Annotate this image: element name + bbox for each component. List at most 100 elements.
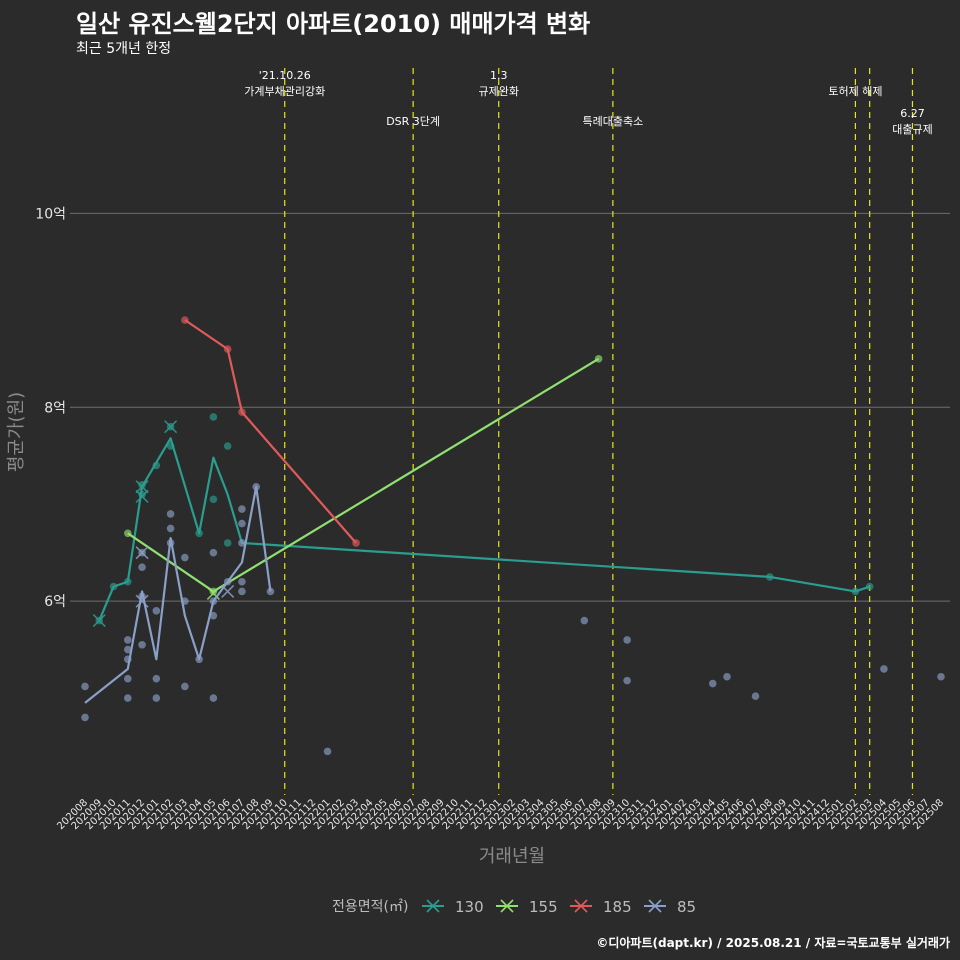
data-point — [708, 679, 717, 688]
series-185 — [181, 316, 360, 547]
data-point — [623, 676, 631, 685]
data-point — [152, 694, 161, 702]
cross-marker — [135, 480, 149, 494]
legend: 전용면적(㎡) 130 155 185 85 — [332, 898, 696, 916]
series-85 — [81, 482, 945, 756]
data-point — [751, 692, 760, 700]
legend-swatch-cross — [648, 899, 662, 913]
data-point — [223, 577, 232, 586]
data-point — [195, 655, 203, 664]
data-point — [152, 461, 161, 470]
series-line — [127, 357, 600, 593]
data-point — [223, 345, 232, 353]
chart-title: 일산 유진스웰2단지 아파트(2010) 매매가격 변화 — [76, 10, 591, 38]
data-point — [209, 413, 218, 421]
data-point — [138, 563, 146, 572]
series-155 — [124, 355, 603, 600]
data-point — [124, 577, 132, 586]
data-point — [238, 577, 246, 586]
data-point — [238, 505, 246, 513]
grid-layer — [70, 212, 950, 602]
data-point — [124, 636, 132, 644]
y-tick-label: 6억 — [44, 594, 66, 610]
data-point — [594, 355, 603, 363]
x-axis-label: 거래년월 — [479, 846, 545, 867]
cross-marker — [221, 584, 235, 599]
legend-swatch-cross — [574, 899, 588, 913]
legend-label: 85 — [677, 898, 696, 916]
data-point — [152, 674, 161, 683]
event-label: '21.10.26 — [259, 69, 311, 82]
chart-caption: ©디아파트(dapt.kr) / 2025.08.21 / 자료=국토교통부 실… — [596, 936, 950, 950]
legend-label: 185 — [603, 898, 632, 916]
event-label: 대출규제 — [892, 123, 932, 136]
event-label: 특례대출축소 — [582, 115, 643, 128]
legend-title: 전용면적(㎡) — [332, 899, 408, 915]
event-label: 토허제 해제 — [828, 84, 882, 98]
data-point — [181, 316, 189, 324]
legend-label: 155 — [529, 898, 558, 916]
data-point — [81, 682, 89, 691]
data-point — [109, 582, 118, 591]
legend-item-155: 155 — [496, 898, 558, 916]
data-point — [181, 682, 189, 691]
legend-item-185: 185 — [570, 898, 632, 916]
series-layer — [81, 316, 945, 756]
legend-item-130: 130 — [422, 898, 484, 916]
data-point — [880, 665, 888, 673]
data-point — [209, 597, 218, 605]
data-point — [209, 694, 218, 702]
data-point — [723, 672, 731, 681]
data-point — [851, 587, 860, 596]
data-point — [352, 539, 360, 547]
data-point — [209, 548, 218, 557]
event-label: 1.3 — [490, 69, 508, 82]
cross-marker — [135, 594, 149, 608]
data-point — [865, 582, 874, 591]
data-point — [166, 539, 175, 547]
data-point — [252, 482, 260, 491]
data-point — [223, 539, 232, 547]
data-point — [166, 442, 175, 450]
data-point — [323, 747, 332, 756]
data-point — [81, 713, 89, 722]
legend-label: 130 — [455, 898, 484, 916]
legend-item-85: 85 — [644, 898, 696, 916]
data-point — [266, 587, 275, 596]
y-tick-label: 8억 — [44, 400, 66, 416]
data-point — [209, 587, 218, 596]
data-point — [124, 645, 132, 654]
y-axis-label: 평균가(원) — [6, 392, 27, 472]
y-tick-label: 10억 — [35, 206, 66, 222]
legend-swatch-cross — [500, 899, 514, 913]
cross-marker — [92, 613, 106, 628]
data-point — [124, 529, 132, 538]
data-point — [580, 616, 589, 625]
data-point — [209, 611, 218, 620]
data-point — [238, 587, 246, 596]
data-point — [124, 674, 132, 683]
series-130 — [92, 413, 874, 628]
data-point — [138, 481, 146, 489]
data-point — [223, 442, 232, 450]
data-point — [766, 573, 774, 581]
cross-marker — [164, 420, 178, 434]
data-point — [181, 553, 189, 562]
data-point — [181, 597, 189, 605]
axis-layer: 6억8억10억202008202009202010202011202012202… — [35, 206, 946, 832]
event-label: 6.27 — [900, 107, 925, 120]
event-label: 규제완화 — [478, 85, 518, 98]
data-point — [152, 607, 161, 615]
data-point — [623, 636, 631, 644]
event-label: DSR 3단계 — [386, 115, 440, 128]
data-point — [138, 640, 146, 649]
cross-marker — [135, 489, 149, 504]
data-point — [124, 655, 132, 664]
data-point — [238, 408, 246, 416]
data-point — [238, 519, 246, 528]
cross-marker — [135, 546, 149, 560]
event-label: 가계부채관리강화 — [244, 85, 325, 98]
chart-subtitle: 최근 5개년 한정 — [76, 41, 172, 57]
